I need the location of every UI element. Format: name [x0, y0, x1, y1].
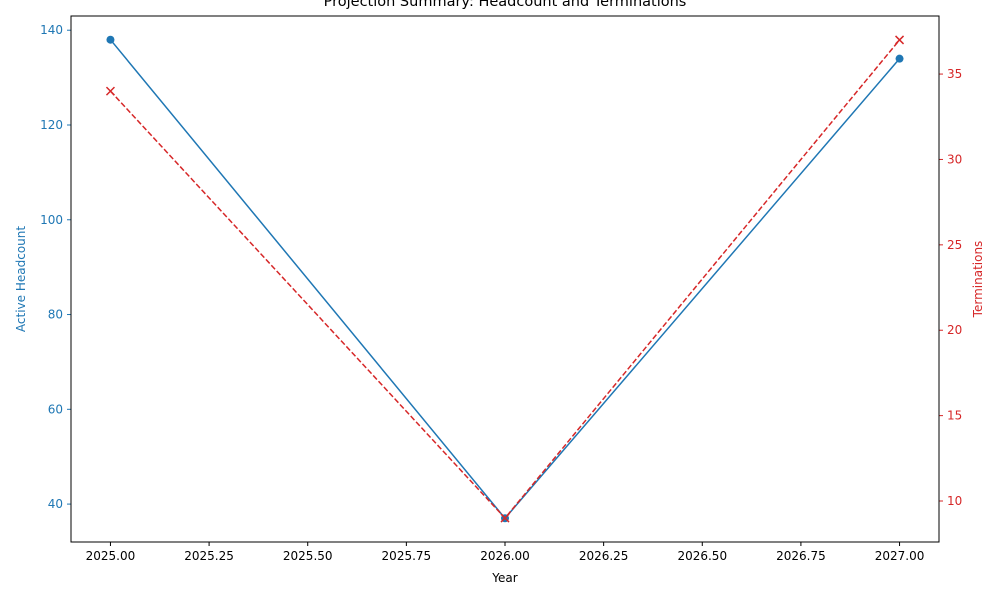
y-left-tick-label: 60	[48, 402, 63, 416]
y-axis-left-title: Active Headcount	[14, 226, 28, 332]
chart-marks	[105, 35, 905, 523]
y-left-tick-label: 40	[48, 497, 63, 511]
x-tick-label: 2025.50	[283, 549, 333, 563]
chart-axes: 2025.00 2025.25 2025.50 2025.75 2026.00 2026.…	[40, 23, 962, 563]
active-headcount-point	[106, 35, 115, 44]
plot-frame	[70, 15, 940, 543]
y-left-tick-label: 140	[40, 23, 63, 37]
y-right-tick-label: 35	[947, 67, 962, 81]
y-right-tick-label: 15	[947, 409, 962, 423]
x-tick-label: 2025.00	[86, 549, 136, 563]
active-headcount-point	[895, 54, 904, 63]
x-tick-label: 2026.50	[677, 549, 727, 563]
y-axis-right-title: Terminations	[971, 241, 985, 319]
x-tick-label: 2025.25	[184, 549, 234, 563]
y-left-tick-label: 100	[40, 213, 63, 227]
y-right-tick-label: 10	[947, 494, 962, 508]
chart-title: Projection Summary: Headcount and Termin…	[324, 0, 687, 10]
y-left-tick-label: 120	[40, 118, 63, 132]
y-right-tick-label: 20	[947, 323, 962, 337]
x-axis-title: Year	[491, 571, 517, 585]
x-tick-label: 2027.00	[875, 549, 925, 563]
x-tick-label: 2026.00	[480, 549, 530, 563]
x-tick-label: 2025.75	[382, 549, 432, 563]
plot-area	[71, 16, 939, 542]
x-tick-label: 2026.75	[776, 549, 826, 563]
terminations-point	[105, 86, 115, 96]
x-tick-label: 2026.25	[579, 549, 629, 563]
y-left-tick-label: 80	[48, 308, 63, 322]
y-right-tick-label: 25	[947, 238, 962, 252]
terminations-point	[895, 35, 905, 45]
y-right-tick-label: 30	[947, 152, 962, 166]
terminations-point	[500, 513, 510, 523]
